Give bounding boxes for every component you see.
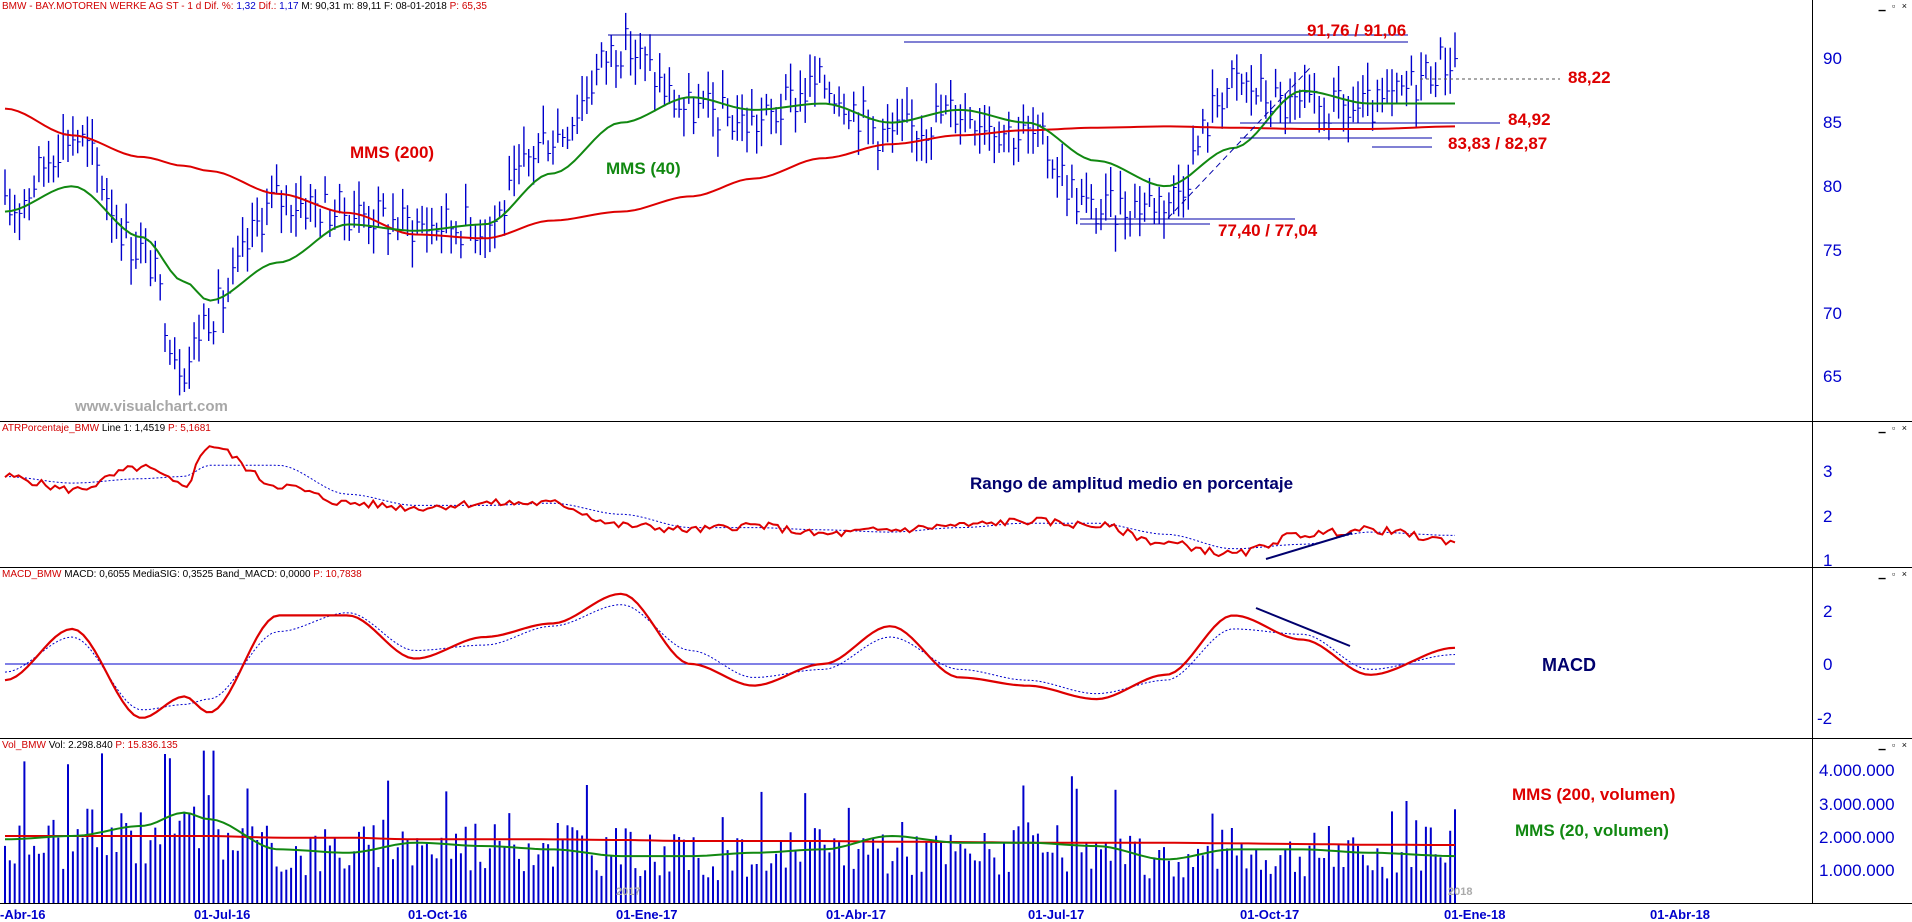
- macd-header-sig: MediaSIG: 0,3525: [132, 569, 214, 580]
- price-plot[interactable]: [0, 0, 1812, 421]
- macd-y-axis: 2 0 -2: [1812, 568, 1912, 738]
- price-pane-controls[interactable]: ▁ ▫ ×: [1878, 1, 1909, 11]
- atr-chart-svg: [4, 445, 1456, 560]
- volume-pane: Vol_BMW Vol: 2.298.840 P: 15.836.135 ▁ ▫…: [0, 739, 1912, 904]
- label-level-low2: 83,83 / 82,87: [1448, 134, 1548, 153]
- label-vol-ma20: MMS (20, volumen): [1515, 821, 1669, 840]
- macd-header-name: MACD_BMW: [2, 569, 62, 580]
- label-level-low: 77,40 / 77,04: [1218, 221, 1318, 240]
- macd-tick-2: 2: [1823, 602, 1833, 621]
- volume-y-axis: 4.000.000 3.000.000 2.000.000 1.000.000: [1812, 739, 1912, 903]
- x-label-oct16: 01-Oct-16: [408, 907, 468, 922]
- price-tick-80: 80: [1823, 177, 1842, 196]
- x-label-abr17: 01-Abr-17: [826, 907, 886, 922]
- price-header-dif-label: Dif.:: [258, 1, 277, 12]
- price-header-dif-pct: 1,32: [236, 1, 256, 12]
- atr-trend-line: [1265, 532, 1353, 560]
- atr-header: ATRPorcentaje_BMW Line 1: 1,4519 P: 5,16…: [2, 423, 211, 434]
- label-vol-ma200: MMS (200, volumen): [1512, 785, 1676, 804]
- vol-tick-1m: 1.000.000: [1819, 861, 1895, 880]
- volume-mms200-line: [5, 835, 1455, 846]
- atr-signal-line: [4, 464, 1456, 550]
- x-label-abr18: 01-Abr-18: [1650, 907, 1710, 922]
- label-level-mid: 84,92: [1508, 110, 1551, 129]
- price-header-p: P: 65,35: [449, 1, 487, 12]
- atr-header-line: Line 1: 1,4519: [101, 423, 166, 434]
- price-header-dif: 1,17: [279, 1, 299, 12]
- vol-tick-3m: 3.000.000: [1819, 795, 1895, 814]
- atr-line: [4, 445, 1456, 558]
- macd-signal-line: [4, 604, 1456, 711]
- atr-tick-1: 1: [1823, 551, 1833, 570]
- price-header: BMW - BAY.MOTOREN WERKE AG ST - 1 d Dif.…: [2, 1, 487, 12]
- label-mms200: MMS (200): [350, 143, 435, 162]
- macd-plot[interactable]: [0, 568, 1812, 738]
- price-tick-65: 65: [1823, 367, 1842, 386]
- atr-pane: ATRPorcentaje_BMW Line 1: 1,4519 P: 5,16…: [0, 422, 1912, 570]
- volume-pane-controls[interactable]: ▁ ▫ ×: [1878, 740, 1909, 750]
- x-label-ene17: 01-Ene-17: [616, 907, 678, 922]
- price-tick-85: 85: [1823, 113, 1842, 132]
- atr-tick-2: 2: [1823, 507, 1833, 526]
- volume-plot[interactable]: [0, 739, 1812, 903]
- macd-header: MACD_BMW MACD: 0,6055 MediaSIG: 0,3525 B…: [2, 569, 362, 580]
- price-tick-90: 90: [1823, 49, 1842, 68]
- price-header-name: BMW - BAY.MOTOREN WERKE AG ST - 1 d: [2, 1, 202, 12]
- macd-header-macd: MACD: 0,6055: [64, 569, 130, 580]
- macd-line: [4, 592, 1456, 719]
- macd-chart-svg: [4, 592, 1456, 719]
- label-mms40: MMS (40): [606, 159, 681, 178]
- price-tick-75: 75: [1823, 241, 1842, 260]
- year-mark-2018: 2018: [1448, 886, 1473, 898]
- label-level-top: 91,76 / 91,06: [1307, 21, 1407, 40]
- mms200-line: [4, 107, 1456, 240]
- price-y-axis: 90 85 80 75 70 65: [1812, 0, 1912, 421]
- volume-header-name: Vol_BMW: [2, 740, 46, 751]
- watermark: www.visualchart.com: [75, 398, 228, 415]
- volume-header-vol: Vol: 2.298.840: [48, 740, 113, 751]
- macd-header-p: P: 10,7838: [313, 569, 362, 580]
- atr-tick-3: 3: [1823, 462, 1833, 481]
- x-label-ene18: 01-Ene-18: [1444, 907, 1506, 922]
- trend-channel-dashed: [1167, 67, 1311, 219]
- price-header-high: M: 90,31: [301, 1, 341, 12]
- label-level-last: 88,22: [1568, 68, 1611, 87]
- mms40-line: [4, 89, 1455, 302]
- macd-tick-0: 0: [1823, 655, 1833, 674]
- price-header-dif-pct-label: Dif. %:: [204, 1, 234, 12]
- atr-header-name: ATRPorcentaje_BMW: [2, 423, 100, 434]
- atr-title: Rango de amplitud medio en porcentaje: [970, 474, 1294, 493]
- price-chart-svg: [4, 12, 1560, 396]
- x-label-oct17: 01-Oct-17: [1240, 907, 1300, 922]
- vol-tick-2m: 2.000.000: [1819, 828, 1895, 847]
- macd-header-band: Band_MACD: 0,0000: [216, 569, 311, 580]
- price-tick-70: 70: [1823, 304, 1842, 323]
- macd-title: MACD: [1542, 655, 1596, 675]
- atr-header-p: P: 5,1681: [168, 423, 211, 434]
- atr-y-axis: 3 2 1: [1812, 422, 1912, 570]
- price-header-low: m: 89,11: [343, 1, 382, 12]
- macd-divergence-line: [1255, 607, 1351, 647]
- vol-tick-4m: 4.000.000: [1819, 761, 1895, 780]
- macd-tick-neg2: -2: [1817, 709, 1833, 728]
- x-label-abr16: -Abr-16: [0, 907, 46, 922]
- price-pane: BMW - BAY.MOTOREN WERKE AG ST - 1 d Dif.…: [0, 0, 1912, 422]
- atr-plot[interactable]: [0, 422, 1812, 567]
- volume-mms20-line: [5, 811, 1456, 861]
- volume-chart-svg: [4, 750, 1456, 903]
- volume-header: Vol_BMW Vol: 2.298.840 P: 15.836.135: [2, 740, 178, 751]
- macd-pane-controls[interactable]: ▁ ▫ ×: [1878, 569, 1909, 579]
- volume-header-p: P: 15.836.135: [115, 740, 178, 751]
- x-label-jul16: 01-Jul-16: [194, 907, 251, 922]
- price-header-date: F: 08-01-2018: [384, 1, 447, 12]
- macd-pane: MACD_BMW MACD: 0,6055 MediaSIG: 0,3525 B…: [0, 568, 1912, 739]
- atr-pane-controls[interactable]: ▁ ▫ ×: [1878, 423, 1909, 433]
- year-mark-2017: 2017: [616, 886, 641, 898]
- x-label-jul17: 01-Jul-17: [1028, 907, 1085, 922]
